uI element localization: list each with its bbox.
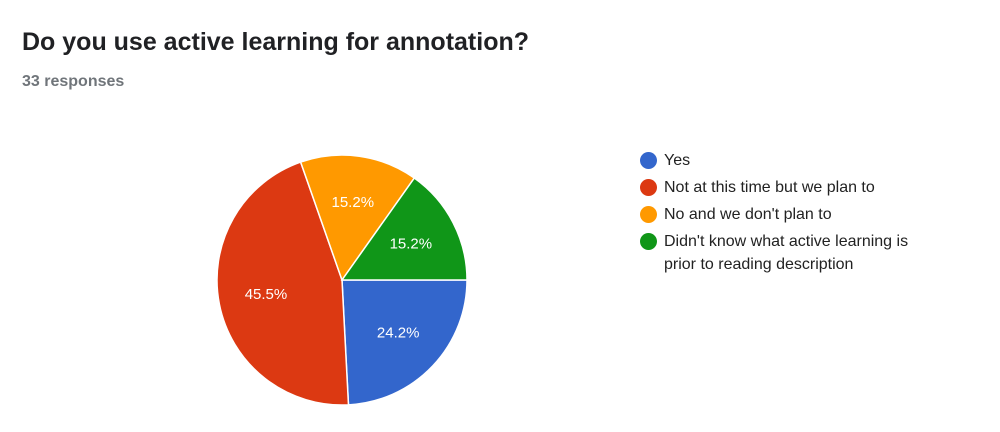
- chart-title: Do you use active learning for annotatio…: [22, 28, 530, 56]
- legend-swatch: [640, 152, 657, 169]
- pie-slice: [341, 279, 468, 406]
- legend-item: Didn't know what active learning is prio…: [640, 230, 929, 276]
- legend-swatch: [640, 233, 657, 250]
- legend-item: No and we don't plan to: [640, 203, 929, 226]
- pie-slice: [299, 154, 416, 282]
- legend: Yes Not at this time but we plan to No and…: [640, 149, 930, 280]
- pie-slice: [216, 161, 350, 406]
- legend-item: Yes: [640, 149, 929, 172]
- slice-label: 24.2%: [377, 324, 420, 341]
- legend-swatch: [640, 206, 657, 223]
- legend-swatch: [640, 179, 657, 196]
- legend-label: Didn't know what active learning is prio…: [664, 233, 909, 273]
- pie-slice: [340, 176, 468, 281]
- legend-label: No and we don't plan to: [664, 206, 832, 223]
- slice-label: 15.2%: [390, 235, 433, 252]
- slice-label: 15.2%: [332, 194, 375, 211]
- chart-subtitle: 33 responses: [22, 73, 125, 90]
- legend-label: Not at this time but we plan to: [664, 179, 875, 196]
- legend-item: Not at this time but we plan to: [640, 176, 929, 199]
- slice-label: 45.5%: [245, 286, 288, 303]
- legend-label: Yes: [664, 152, 691, 169]
